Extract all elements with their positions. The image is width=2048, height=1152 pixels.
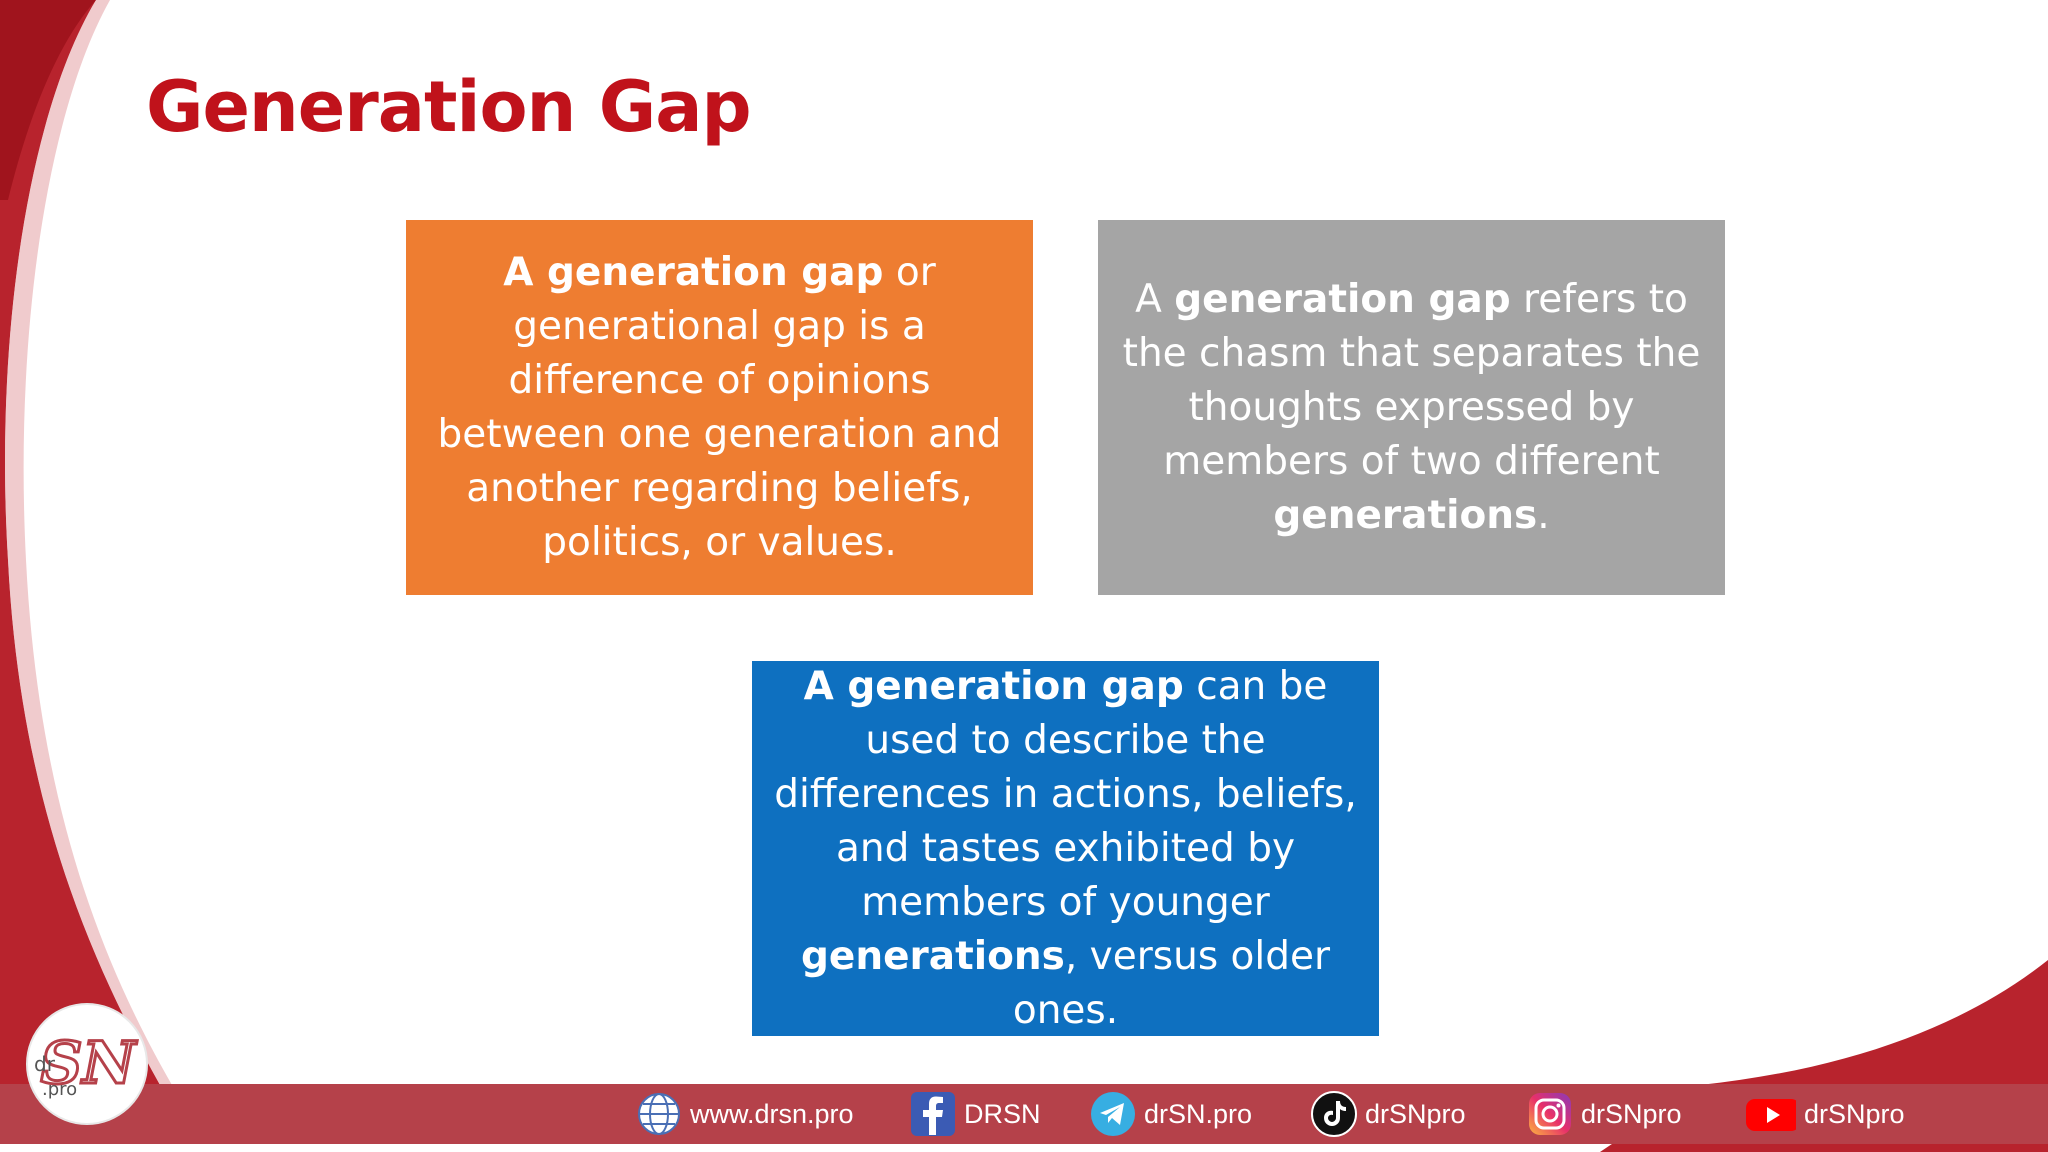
footer-link-label: www.drsn.pro xyxy=(690,1099,854,1130)
svg-text:dr: dr xyxy=(34,1052,56,1076)
footer-link-label: drSNpro xyxy=(1581,1099,1682,1130)
definition-box-blue: A generation gap can be used to describe… xyxy=(752,661,1379,1036)
page-title: Generation Gap xyxy=(146,62,751,152)
footer-link-label: drSN.pro xyxy=(1144,1099,1252,1130)
definition-text: A generation gap refers to the chasm tha… xyxy=(1112,273,1711,543)
footer-link-label: DRSN xyxy=(964,1099,1041,1130)
telegram-icon xyxy=(1090,1091,1136,1137)
definition-text: A generation gap can be used to describe… xyxy=(766,660,1365,1038)
globe-icon xyxy=(636,1091,682,1137)
definition-box-orange: A generation gap or generational gap is … xyxy=(406,220,1033,595)
footer-link-website[interactable]: www.drsn.pro xyxy=(636,1090,854,1138)
youtube-icon xyxy=(1740,1091,1796,1137)
footer-link-instagram[interactable]: drSNpro xyxy=(1527,1090,1682,1138)
footer-link-youtube[interactable]: drSNpro xyxy=(1740,1090,1905,1138)
footer-link-label: drSNpro xyxy=(1365,1099,1466,1130)
drsn-logo: SN dr .pro xyxy=(26,1003,148,1125)
svg-text:.pro: .pro xyxy=(42,1079,77,1100)
facebook-icon xyxy=(910,1091,956,1137)
instagram-icon xyxy=(1527,1091,1573,1137)
definition-box-gray: A generation gap refers to the chasm tha… xyxy=(1098,220,1725,595)
tiktok-icon xyxy=(1311,1091,1357,1137)
footer-link-telegram[interactable]: drSN.pro xyxy=(1090,1090,1252,1138)
definition-text: A generation gap or generational gap is … xyxy=(420,246,1019,570)
footer-link-label: drSNpro xyxy=(1804,1099,1905,1130)
footer-link-tiktok[interactable]: drSNpro xyxy=(1311,1090,1466,1138)
footer-link-facebook[interactable]: DRSN xyxy=(910,1090,1041,1138)
